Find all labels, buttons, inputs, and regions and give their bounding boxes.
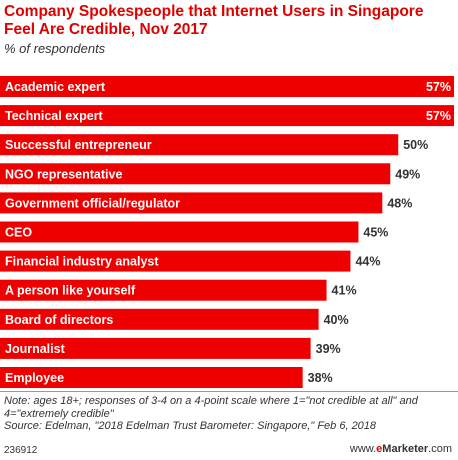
category-label: Technical expert (5, 109, 104, 123)
bar (0, 105, 454, 127)
bar (0, 279, 327, 301)
value-label: 57% (426, 109, 451, 123)
chart-subtitle: % of respondents (4, 41, 106, 56)
value-label: 39% (316, 342, 341, 356)
value-label: 50% (403, 138, 428, 152)
value-label: 40% (324, 313, 349, 327)
bar (0, 337, 311, 359)
chart-id: 236912 (4, 445, 38, 456)
category-label: Academic expert (5, 80, 106, 94)
source-text: Source: Edelman, "2018 Edelman Trust Bar… (4, 420, 377, 432)
chart-title: Company Spokespeople that Internet Users… (4, 3, 424, 38)
bar (0, 250, 351, 272)
category-label: Journalist (5, 342, 66, 356)
category-label: Financial industry analyst (5, 255, 159, 269)
category-label: Board of directors (5, 313, 113, 327)
category-label: NGO representative (5, 167, 122, 181)
brand-prefix: www. (349, 443, 377, 455)
brand-main: Marketer (382, 443, 429, 455)
bar (0, 134, 399, 156)
brand-link[interactable]: www.eMarketer.com (350, 443, 452, 455)
footer-divider (0, 391, 458, 392)
value-label: 44% (355, 255, 380, 269)
footnote: Note: ages 18+; responses of 3-4 on a 4-… (4, 395, 456, 433)
bar (0, 221, 359, 243)
bar (0, 308, 319, 330)
value-label: 45% (363, 226, 388, 240)
bar (0, 163, 391, 185)
category-label: Government official/regulator (5, 196, 180, 210)
bar-chart: Academic expert 57% Technical expert 57% Suc… (0, 76, 454, 388)
category-label: A person like yourself (5, 284, 136, 298)
brand-suffix: .com (428, 443, 452, 455)
value-label: 48% (387, 196, 412, 210)
brand-e: e (376, 443, 383, 455)
category-label: Employee (5, 371, 64, 385)
bar (0, 367, 303, 388)
value-label: 41% (332, 284, 357, 298)
bar (0, 192, 383, 214)
value-label: 38% (308, 371, 333, 385)
value-label: 49% (395, 167, 420, 181)
category-label: Successful entrepreneur (5, 138, 152, 152)
value-label: 57% (426, 80, 451, 94)
note-text: Note: ages 18+; responses of 3-4 on a 4-… (4, 395, 418, 420)
bar (0, 76, 454, 97)
category-label: CEO (5, 226, 32, 240)
